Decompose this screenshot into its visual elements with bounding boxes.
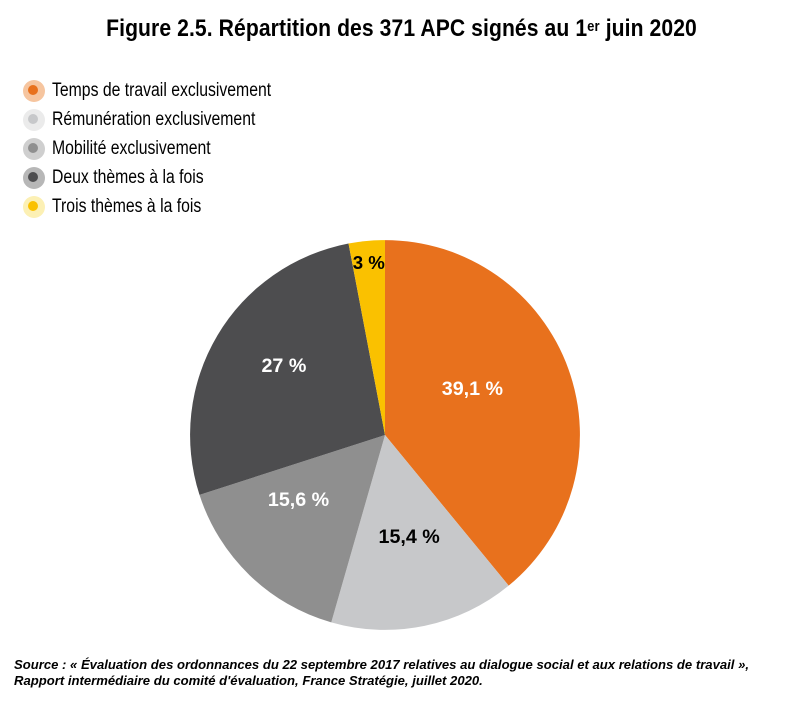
svg-text:27 %: 27 % [261, 355, 306, 377]
svg-text:15,6 %: 15,6 % [268, 489, 329, 511]
svg-text:3 %: 3 % [353, 252, 386, 273]
svg-text:39,1 %: 39,1 % [442, 378, 503, 400]
svg-text:15,4 %: 15,4 % [379, 526, 440, 548]
